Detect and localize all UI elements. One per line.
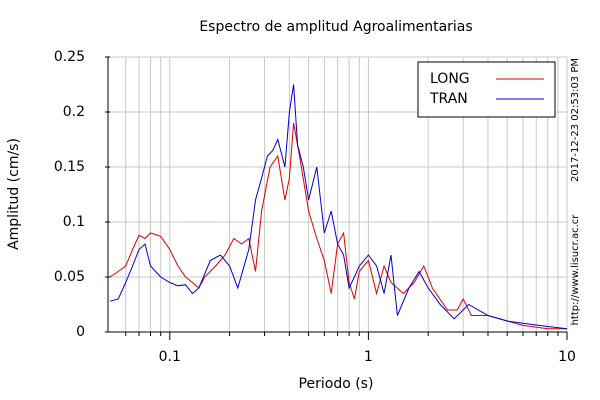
chart-title: Espectro de amplitud Agroalimentarias (199, 19, 472, 35)
y-tick-label: 0.2 (63, 104, 85, 120)
x-tick-label: 0.1 (159, 349, 181, 365)
y-tick-label: 0.05 (54, 269, 85, 285)
y-tick-label: 0.25 (54, 49, 85, 65)
x-tick-label: 1 (364, 349, 373, 365)
x-axis-label: Periodo (s) (299, 376, 374, 392)
source-url: http://www.lisucr.ac.cr (570, 214, 581, 326)
series-line (109, 122, 567, 330)
timestamp: 2017-12-23 02:53:03 PM (570, 58, 581, 182)
y-tick-label: 0.1 (63, 214, 85, 230)
y-tick-label: 0.15 (54, 159, 85, 175)
legend-label: TRAN (429, 91, 468, 107)
x-tick-label: 10 (558, 349, 576, 365)
series-line (109, 84, 568, 330)
legend-label: LONG (430, 71, 470, 87)
y-axis-label: Amplitud (cm/s) (6, 138, 22, 250)
legend-box (417, 61, 556, 118)
y-tick-label: 0 (76, 324, 85, 340)
